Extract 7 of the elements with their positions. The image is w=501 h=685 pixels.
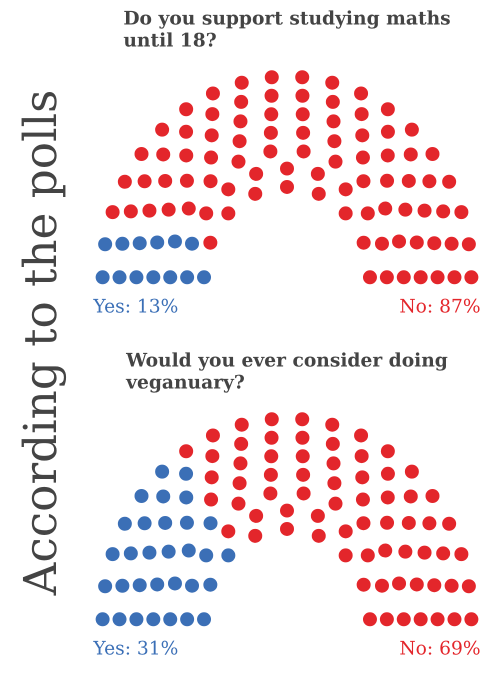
text: Would you ever consider doing veganuary?	[125, 350, 448, 394]
data-label: No: 69%	[399, 638, 481, 660]
data-label: No: 87%	[399, 296, 481, 318]
text: Do you support studying maths until 18?	[123, 8, 451, 52]
data-label: Yes: 31%	[92, 638, 178, 660]
data-label: Yes: 13%	[92, 296, 178, 318]
text: According to the polls	[14, 90, 67, 596]
